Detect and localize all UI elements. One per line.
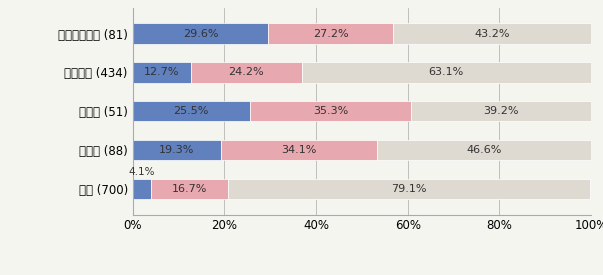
- Text: 29.6%: 29.6%: [183, 29, 218, 38]
- Bar: [133, 23, 268, 44]
- Text: 25.5%: 25.5%: [174, 106, 209, 116]
- Text: 27.2%: 27.2%: [313, 29, 349, 38]
- Text: 19.3%: 19.3%: [159, 145, 195, 155]
- Bar: [302, 62, 591, 82]
- Text: 16.7%: 16.7%: [172, 184, 207, 194]
- Text: 35.3%: 35.3%: [313, 106, 348, 116]
- Text: 43.2%: 43.2%: [474, 29, 510, 38]
- Text: 12.7%: 12.7%: [144, 67, 180, 78]
- Text: 79.1%: 79.1%: [391, 184, 427, 194]
- Bar: [377, 140, 591, 160]
- Bar: [151, 179, 228, 199]
- Text: 46.6%: 46.6%: [467, 145, 502, 155]
- Bar: [221, 140, 377, 160]
- Bar: [250, 101, 411, 122]
- Bar: [133, 179, 151, 199]
- Bar: [411, 101, 591, 122]
- Bar: [393, 23, 591, 44]
- Text: 63.1%: 63.1%: [429, 67, 464, 78]
- Text: 39.2%: 39.2%: [484, 106, 519, 116]
- Bar: [133, 101, 250, 122]
- Text: 34.1%: 34.1%: [282, 145, 317, 155]
- Bar: [191, 62, 302, 82]
- Bar: [268, 23, 393, 44]
- Bar: [133, 140, 221, 160]
- Bar: [133, 62, 191, 82]
- Bar: [228, 179, 590, 199]
- Text: 24.2%: 24.2%: [229, 67, 264, 78]
- Text: 4.1%: 4.1%: [129, 167, 156, 177]
